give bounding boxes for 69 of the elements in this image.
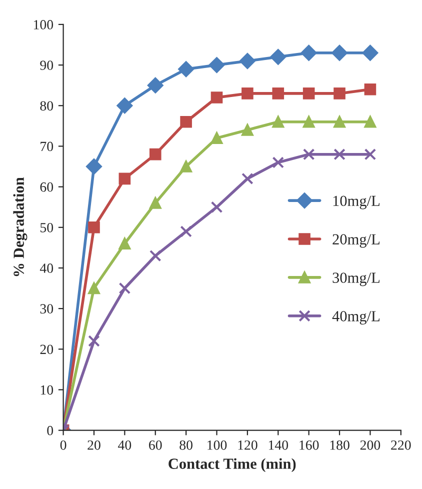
point [362,44,378,61]
point [334,148,346,160]
point [302,116,315,128]
y-tick-label: 30 [40,304,54,314]
point [180,116,192,128]
point [242,124,254,136]
point [210,132,223,144]
y-tick-label: 0 [47,426,54,436]
y-tick-label: 100 [34,20,54,30]
x-tick-label: 140 [268,440,288,450]
legend-label: 20mg/L [332,234,380,248]
point [302,148,315,160]
point [364,116,376,128]
legend-label: 40mg/L [332,311,380,325]
point [270,49,286,65]
point [88,221,100,234]
point [332,44,348,61]
point [86,158,102,174]
point [88,282,100,294]
y-tick-label: 70 [40,142,54,152]
point [210,201,223,213]
point [242,172,254,185]
x-tick-label: 160 [300,440,319,450]
y-tick-label: 90 [40,60,54,70]
point [149,197,162,209]
point [180,226,192,238]
point [118,172,131,185]
point [302,88,315,100]
y-tick-label: 20 [40,344,54,354]
point [272,116,284,128]
point [180,160,192,172]
point [208,57,225,73]
x-tick-label: 180 [330,440,350,450]
y-tick-label: 60 [40,182,54,192]
y-tick-label: 50 [40,222,54,232]
point [300,44,317,61]
y-tick-label: 80 [40,101,54,111]
x-tick-label: 20 [88,440,100,450]
point [88,335,100,347]
point [272,88,284,100]
point [118,238,131,250]
legend-label: 30mg/L [332,272,380,286]
x-tick-label: 220 [391,440,411,450]
x-tick-label: 0 [60,440,66,450]
y-tick-label: 10 [40,385,54,395]
x-tick-label: 60 [149,440,162,450]
point [334,88,346,100]
point [364,148,376,160]
point [242,88,254,100]
point [240,53,256,69]
point [147,77,164,94]
x-axis-title: Contact Time (min) [168,458,296,472]
point [149,250,162,262]
point [116,98,133,114]
y-tick-label: 40 [40,264,54,273]
point [272,156,284,168]
point [210,92,223,104]
legend-label: 10mg/L [333,196,380,210]
x-tick-label: 80 [180,440,192,450]
y-axis-title: % Degradation [13,177,28,276]
x-tick-label: 100 [208,440,227,450]
x-tick-label: 200 [360,440,380,450]
x-tick-label: 40 [118,440,132,450]
point [178,61,194,78]
point [364,83,376,96]
point [118,282,131,294]
point [334,116,346,128]
x-tick-label: 120 [238,440,258,450]
point [149,148,162,160]
